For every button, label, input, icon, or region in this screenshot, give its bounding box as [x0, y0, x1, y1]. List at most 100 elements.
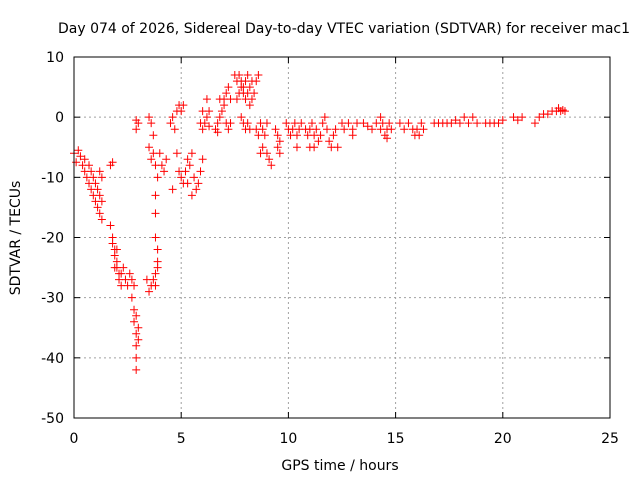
data-point [558, 105, 567, 114]
grid-layer [74, 57, 610, 418]
data-point [190, 173, 199, 182]
y-tick-label: -20 [41, 231, 64, 247]
data-point [267, 161, 276, 170]
data-point [119, 263, 128, 272]
data-point [237, 113, 246, 122]
data-point [258, 143, 267, 152]
data-point [198, 155, 207, 164]
y-tick-label: -30 [41, 291, 64, 307]
data-point [147, 155, 156, 164]
data-point [85, 161, 94, 170]
data-point [273, 131, 282, 140]
data-point [151, 191, 160, 200]
data-point [89, 173, 98, 182]
data-point [149, 131, 158, 140]
data-point [151, 233, 160, 242]
y-tick-label: -10 [41, 170, 64, 186]
data-point [179, 101, 188, 110]
data-point [162, 155, 171, 164]
data-point [368, 125, 377, 134]
data-point [202, 95, 211, 104]
data-point [245, 83, 254, 92]
data-point [145, 287, 154, 296]
data-point [329, 131, 338, 140]
data-point [160, 167, 169, 176]
data-point [127, 275, 136, 284]
data-point [325, 137, 334, 146]
data-point [400, 125, 409, 134]
data-point [376, 113, 385, 122]
data-point [97, 173, 106, 182]
data-point [455, 119, 464, 128]
data-point [177, 173, 186, 182]
data-point [292, 143, 301, 152]
data-point [265, 155, 274, 164]
data-point [518, 113, 527, 122]
data-point [130, 305, 139, 314]
data-point [132, 116, 141, 125]
data-point [153, 245, 162, 254]
data-point [93, 203, 102, 212]
data-point [183, 155, 192, 164]
y-tick-label: 0 [55, 110, 64, 126]
x-tick-label: 25 [601, 431, 619, 447]
data-point [91, 179, 100, 188]
data-point [460, 113, 469, 122]
data-point [151, 281, 160, 290]
data-point [76, 152, 85, 161]
axis-ticks: -50 -40 -30 -20 -10 0 10 0 5 10 15 20 25 [41, 50, 619, 447]
data-point [132, 125, 141, 134]
data-point [305, 143, 314, 152]
data-point [108, 158, 117, 167]
data-point [245, 101, 254, 110]
data-point [145, 113, 154, 122]
data-point [275, 149, 284, 158]
data-point [224, 83, 233, 92]
data-point [130, 317, 139, 326]
data-point [106, 221, 115, 230]
data-point [217, 107, 226, 116]
data-point [404, 119, 413, 128]
data-point [215, 113, 224, 122]
x-axis-label: GPS time / hours [281, 458, 398, 474]
data-point [87, 167, 96, 176]
data-point [314, 137, 323, 146]
data-point [359, 119, 368, 128]
data-point [385, 119, 394, 128]
data-point [348, 131, 357, 140]
data-point [447, 119, 456, 128]
data-point [232, 95, 241, 104]
data-point [166, 119, 175, 128]
data-point [132, 311, 141, 320]
y-tick-label: 10 [46, 50, 64, 66]
x-tick-label: 15 [387, 431, 405, 447]
data-point [494, 119, 503, 128]
y-tick-label: -50 [41, 411, 64, 427]
data-point [243, 89, 252, 98]
data-point [153, 257, 162, 266]
x-tick-label: 5 [177, 431, 186, 447]
data-point [252, 77, 261, 86]
data-point [110, 263, 119, 272]
data-point [192, 185, 201, 194]
data-point [543, 110, 552, 119]
data-point [155, 149, 164, 158]
data-point [473, 119, 482, 128]
data-point [183, 179, 192, 188]
data-point [151, 209, 160, 218]
data-point [181, 167, 190, 176]
data-point [247, 95, 256, 104]
data-point [132, 365, 141, 374]
data-point [235, 71, 244, 80]
data-point [318, 119, 327, 128]
y-axis-label: SDTVAR / TECUs [8, 181, 24, 296]
data-point [157, 161, 166, 170]
data-point [97, 197, 106, 206]
data-point [117, 269, 126, 278]
data-point [187, 149, 196, 158]
data-point [258, 125, 267, 134]
data-point [147, 119, 156, 128]
data-point [80, 155, 89, 164]
data-point [172, 149, 181, 158]
